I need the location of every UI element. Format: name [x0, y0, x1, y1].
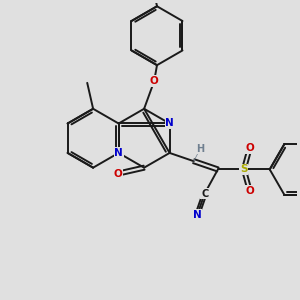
Text: O: O [245, 143, 254, 153]
Text: C: C [201, 189, 208, 199]
Text: O: O [245, 186, 254, 196]
Text: O: O [114, 169, 123, 178]
Text: N: N [165, 118, 174, 128]
Text: S: S [240, 164, 247, 174]
Text: O: O [150, 76, 159, 86]
Text: N: N [114, 148, 123, 158]
Text: N: N [193, 210, 202, 220]
Text: H: H [196, 144, 204, 154]
